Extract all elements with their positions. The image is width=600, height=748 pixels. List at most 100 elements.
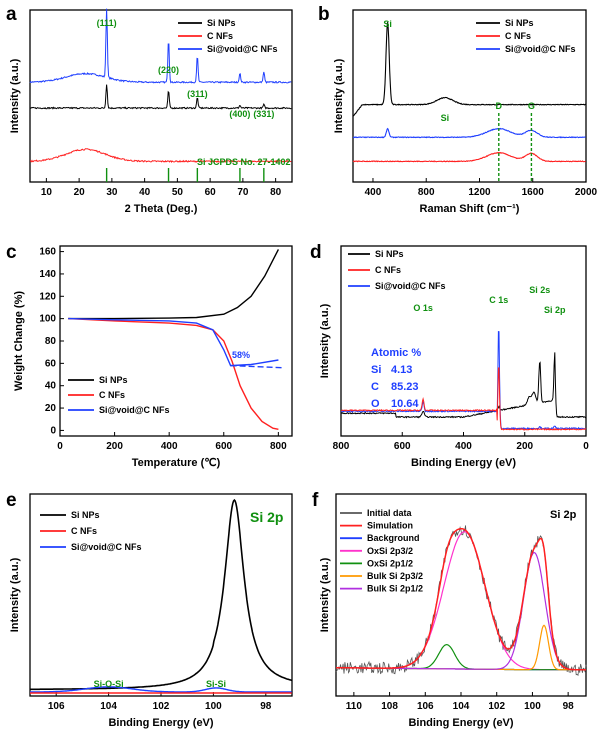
peak-label: (311) <box>187 89 208 99</box>
atomic-value: 10.64 <box>391 398 419 410</box>
y-axis-title: Intensity (a.u.) <box>9 58 21 133</box>
panel-label: f <box>312 490 319 511</box>
panel-b: 400 800 1200 1600 2000 Raman Shift (cm⁻¹) Inte… <box>318 4 598 215</box>
atomic-element: C <box>371 381 379 393</box>
x-tick-label: 30 <box>106 187 118 198</box>
legend-entry: Background <box>367 533 420 543</box>
panel-label: a <box>6 4 17 25</box>
peak-label: (220) <box>158 65 179 75</box>
x-tick-label: 108 <box>381 701 398 712</box>
xrd-series-line <box>29 148 292 164</box>
y-axis-title: Intensity (a.u.) <box>319 557 331 632</box>
x-tick-label: 80 <box>270 187 282 198</box>
y-tick-label: 40 <box>45 381 57 392</box>
panel-e: 106 104 102 100 98 Binding Energy (eV) Intensi… <box>6 490 293 729</box>
atomic-element: Si <box>371 364 381 376</box>
panel-label: c <box>6 242 17 263</box>
x-tick-label: 110 <box>346 701 363 712</box>
y-axis-title: Intensity (a.u.) <box>9 557 21 632</box>
panel-f: 110 108 106 104 102 100 98 Binding Energy (eV) I… <box>312 490 587 729</box>
x-tick-label: 98 <box>563 701 575 712</box>
x-tick-label: 106 <box>48 701 65 712</box>
legend-entry: Si@void@C NFs <box>505 44 576 54</box>
legend-entry: Bulk Si 2p3/2 <box>367 571 423 581</box>
peak-label: O 1s <box>413 303 433 313</box>
panel-label: b <box>318 4 330 25</box>
plot-frame <box>29 9 293 183</box>
legend-entry: Si@void@C NFs <box>99 405 170 415</box>
xrd-series-line <box>29 84 292 110</box>
x-tick-label: 100 <box>524 701 541 712</box>
legend-entry: Si NPs <box>207 18 236 28</box>
panel-label: e <box>6 490 17 511</box>
x-tick-label: 10 <box>41 187 53 198</box>
x-tick-label: 60 <box>205 187 217 198</box>
y-tick-label: 120 <box>39 291 56 302</box>
x-axis-title: Raman Shift (cm⁻¹) <box>420 203 520 215</box>
x-tick-label: 2000 <box>575 187 598 198</box>
percent-annotation: 58% <box>232 350 250 360</box>
peak-label: C 1s <box>489 295 508 305</box>
atomic-element: O <box>371 398 380 410</box>
simulation-line <box>336 527 586 671</box>
y-axis-title: Intensity (a.u.) <box>319 303 331 378</box>
x-tick-label: 0 <box>583 441 589 452</box>
legend-entry: Si NPs <box>71 510 100 520</box>
legend-entry: Simulation <box>367 521 413 531</box>
tga-series-line <box>68 317 279 367</box>
legend-entry: C NFs <box>99 390 125 400</box>
si2p-series-line <box>30 498 292 691</box>
tga-series-line <box>68 249 280 320</box>
peak-label: (400) <box>229 109 250 119</box>
legend-entry: C NFs <box>505 31 531 41</box>
y-tick-label: 80 <box>45 336 57 347</box>
x-tick-label: 98 <box>260 701 272 712</box>
spectrum-title: Si 2p <box>250 509 283 525</box>
x-tick-label: 104 <box>453 701 470 712</box>
y-tick-label: 100 <box>39 314 56 325</box>
raman-series-line <box>352 127 586 139</box>
xrd-series-line <box>29 8 292 84</box>
x-tick-label: 400 <box>365 187 382 198</box>
legend-entry: Bulk Si 2p1/2 <box>367 584 423 594</box>
y-axis-title: Weight Change (%) <box>13 291 25 391</box>
y-tick-label: 140 <box>39 269 56 280</box>
peak-label: Si 2s <box>529 285 550 295</box>
x-tick-label: 102 <box>488 701 505 712</box>
legend-entry: C NFs <box>375 265 401 275</box>
peak-label: Si-O-Si <box>94 679 124 689</box>
x-tick-label: 20 <box>74 187 86 198</box>
y-tick-label: 160 <box>39 247 56 258</box>
x-tick-label: 100 <box>205 701 222 712</box>
x-tick-label: 40 <box>139 187 151 198</box>
y-tick-label: 0 <box>50 425 56 436</box>
raman-series-line <box>352 151 586 163</box>
legend-entry: C NFs <box>207 31 233 41</box>
x-tick-label: 1600 <box>522 187 545 198</box>
xps-survey-line <box>340 352 587 419</box>
atomic-title: Atomic % <box>371 347 421 359</box>
peak-label: (331) <box>253 109 274 119</box>
x-tick-label: 400 <box>161 441 178 452</box>
x-tick-label: 200 <box>106 441 123 452</box>
plot-frame <box>352 9 587 183</box>
x-tick-label: 0 <box>57 441 63 452</box>
panel-a: 10 20 30 40 50 60 70 80 2 Theta (Deg.) Intensity … <box>6 4 293 215</box>
y-tick-label: 60 <box>45 358 57 369</box>
legend-entry: OxSi 2p1/2 <box>367 558 413 568</box>
x-tick-label: 800 <box>333 441 350 452</box>
x-tick-label: 200 <box>516 441 533 452</box>
raman-series-line <box>352 22 586 117</box>
dashed-extrapolation <box>230 364 284 369</box>
x-tick-label: 50 <box>172 187 184 198</box>
x-tick-label: 106 <box>417 701 434 712</box>
x-tick-label: 104 <box>100 701 117 712</box>
legend-entry: C NFs <box>71 526 97 536</box>
component-line <box>336 643 586 671</box>
si2p-series-line <box>30 686 292 693</box>
y-tick-label: 20 <box>45 403 57 414</box>
x-axis-title: Temperature (℃) <box>132 457 221 469</box>
x-axis-title: Binding Energy (eV) <box>108 717 213 729</box>
reference-label: Si JCPDS No. 27-1402 <box>197 157 291 167</box>
